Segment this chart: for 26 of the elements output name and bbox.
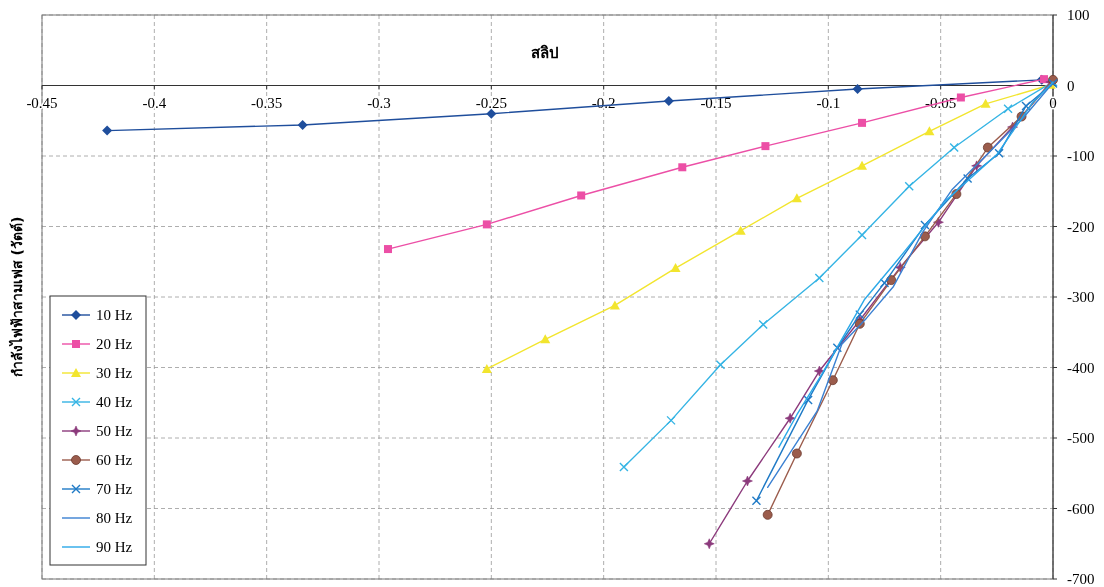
x-tick-label: -0.3	[367, 94, 391, 111]
legend-label: 80 Hz	[96, 510, 133, 526]
legend-label: 60 Hz	[96, 452, 133, 468]
x-tick-label: -0.4	[142, 94, 167, 111]
x-axis-title: สลิป	[531, 44, 559, 62]
x-tick-label: -0.1	[816, 94, 841, 111]
legend-label: 90 Hz	[96, 539, 133, 555]
y-tick-label: 100	[1067, 7, 1090, 23]
x-tick-label: -0.35	[251, 94, 283, 111]
x-tick-label: -0.25	[475, 94, 507, 111]
y-tick-label: -500	[1067, 430, 1095, 446]
legend-label: 20 Hz	[96, 336, 133, 352]
y-axis-title: กำลังไฟฟ้าสามเฟส (วัตต์)	[8, 216, 25, 378]
y-tick-label: -100	[1067, 148, 1095, 164]
y-tick-label: -300	[1067, 289, 1095, 305]
legend-label: 10 Hz	[96, 307, 133, 323]
x-tick-label: -0.45	[26, 94, 58, 111]
legend-label: 40 Hz	[96, 394, 133, 410]
legend-label: 30 Hz	[96, 365, 133, 381]
y-tick-label: 0	[1067, 77, 1075, 94]
y-tick-label: -400	[1067, 359, 1095, 376]
y-tick-label: -600	[1067, 500, 1095, 517]
legend-label: 70 Hz	[96, 481, 133, 497]
legend-label: 50 Hz	[96, 423, 133, 439]
y-tick-label: -200	[1067, 218, 1095, 235]
y-tick-label: -700	[1067, 571, 1095, 587]
